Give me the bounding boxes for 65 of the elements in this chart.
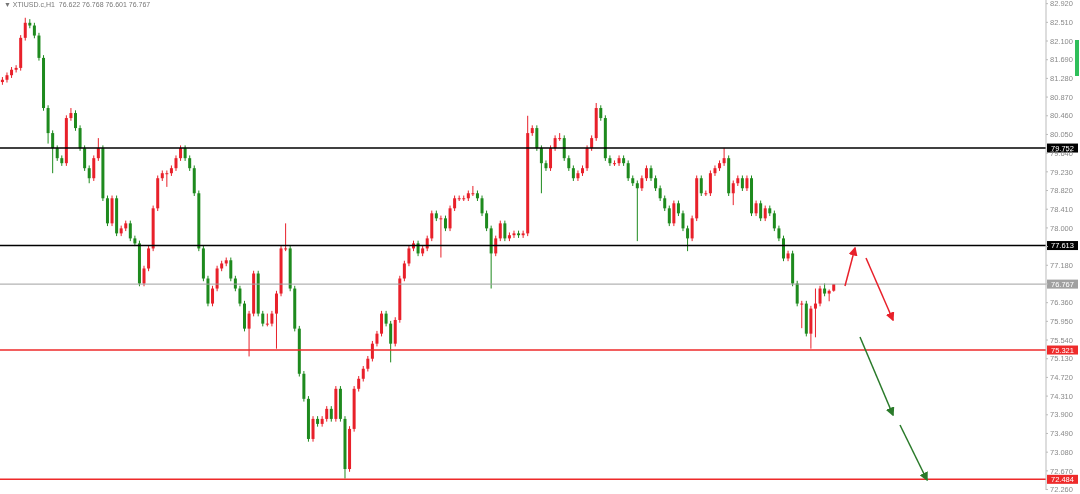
candlestick	[448, 205, 452, 232]
candlestick	[813, 288, 817, 338]
candlestick	[393, 316, 397, 347]
candlestick	[402, 260, 406, 282]
candlestick	[608, 154, 612, 167]
candlestick	[535, 124, 539, 152]
candlestick	[96, 137, 100, 162]
candlestick	[512, 230, 516, 239]
candlestick	[731, 180, 735, 206]
candlestick	[612, 159, 616, 167]
candlestick	[380, 310, 384, 337]
candlestick	[576, 169, 580, 182]
candlestick	[617, 154, 621, 167]
candlestick	[92, 154, 96, 182]
candlestick	[211, 285, 215, 307]
candlestick	[37, 32, 41, 62]
candlestick	[544, 159, 548, 172]
candlestick	[74, 109, 77, 132]
candlestick	[722, 147, 726, 167]
candlestick	[667, 205, 671, 227]
candlestick	[759, 200, 763, 222]
candlestick	[772, 210, 776, 232]
candlestick	[708, 169, 712, 197]
candlestick	[549, 144, 553, 172]
candlestick	[539, 144, 543, 194]
candlestick	[471, 185, 475, 197]
candlestick	[51, 129, 55, 174]
candlestick	[23, 17, 27, 42]
candlestick	[485, 210, 489, 232]
candlestick	[498, 220, 502, 242]
candlestick	[562, 134, 566, 162]
candlestick	[585, 144, 589, 172]
candlestick	[690, 215, 694, 242]
candlestick	[681, 210, 685, 232]
candlestick	[626, 159, 630, 182]
candlestick	[818, 285, 822, 307]
candlestick	[786, 250, 790, 262]
candlestick	[686, 225, 690, 252]
candlestick	[78, 124, 82, 152]
candlestick	[713, 164, 717, 177]
candlestick	[147, 245, 151, 272]
candlestick	[238, 285, 242, 307]
candlestick	[635, 180, 639, 242]
candlestick	[165, 169, 169, 188]
candlestick	[128, 220, 132, 242]
candlestick	[229, 257, 233, 282]
candlestick	[494, 235, 498, 257]
candlestick	[699, 174, 703, 197]
candlestick	[83, 144, 87, 172]
candlestick	[439, 215, 443, 259]
candlestick	[795, 280, 799, 307]
candlestick	[311, 415, 315, 443]
candlestick	[14, 64, 18, 73]
candlestick	[672, 200, 676, 227]
candlestick	[5, 71, 9, 83]
candlestick	[503, 220, 507, 242]
candlestick	[781, 235, 785, 262]
candlestick	[407, 245, 411, 267]
candlestick	[800, 300, 804, 329]
candlestick	[480, 195, 484, 217]
candlestick	[69, 107, 73, 122]
candlestick	[142, 265, 146, 287]
candlestick	[521, 230, 525, 239]
candlestick	[389, 320, 393, 363]
candlestick	[215, 265, 219, 292]
